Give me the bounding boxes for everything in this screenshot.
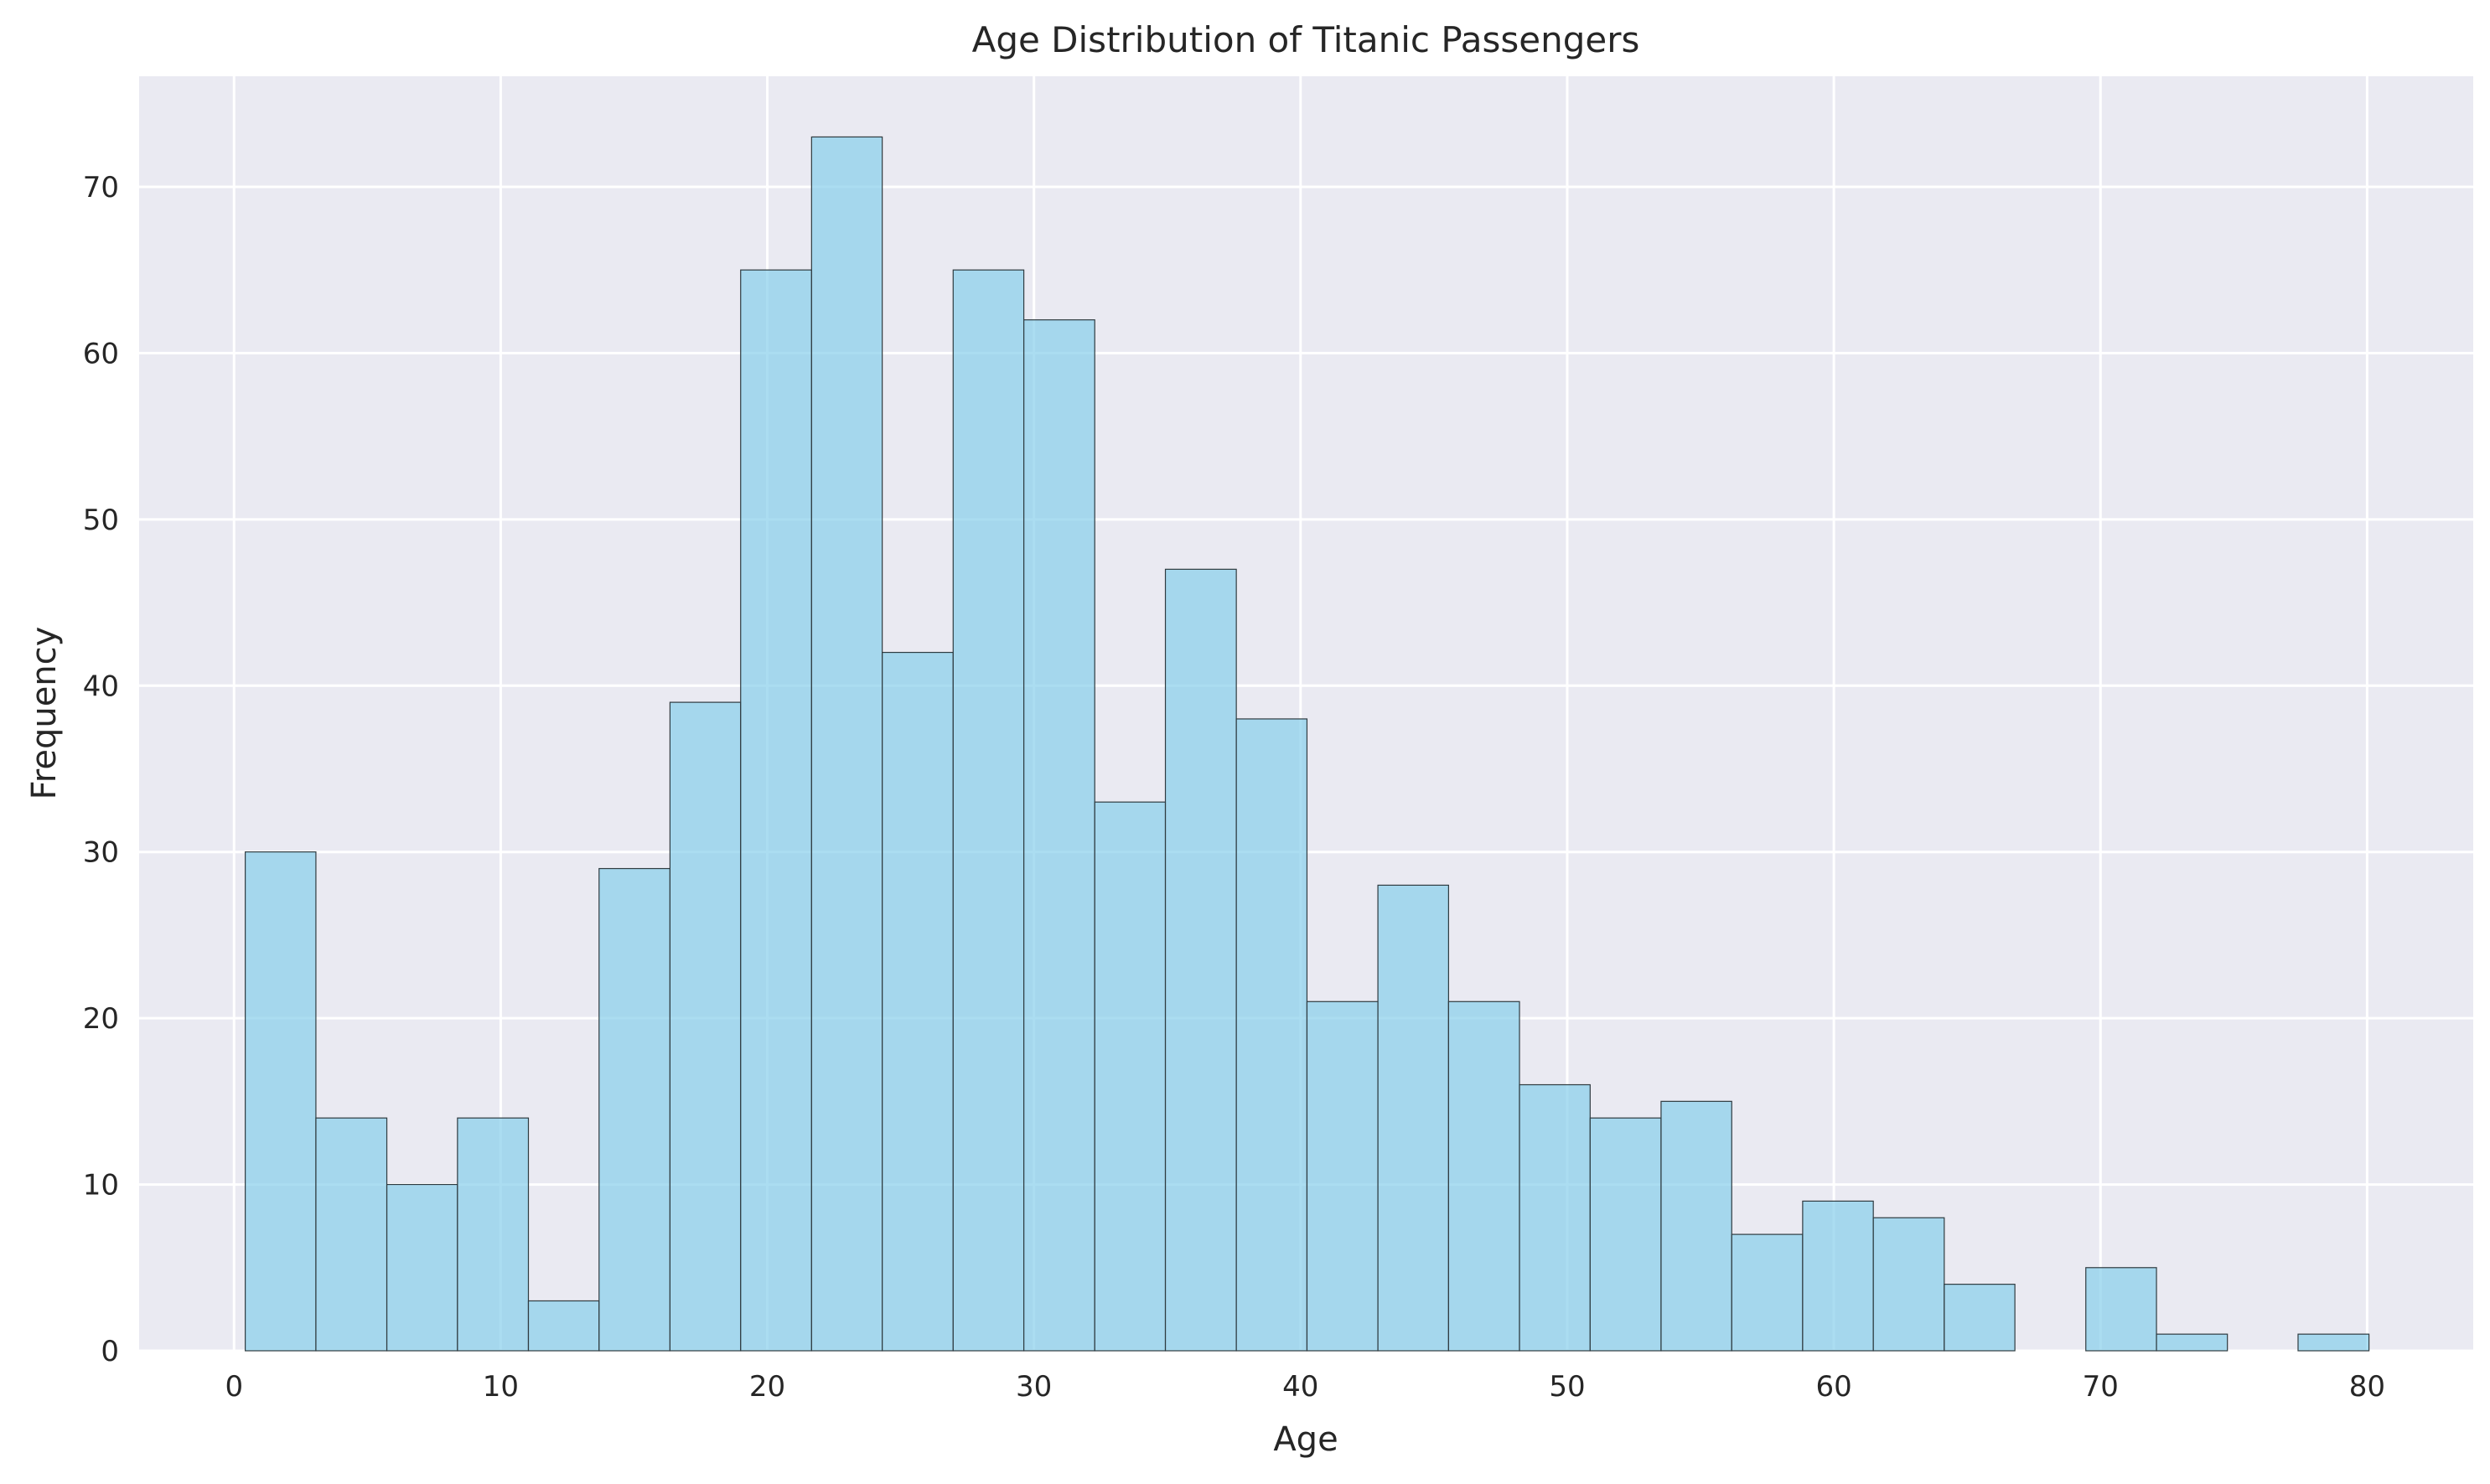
y-tick-label: 10 [83,1169,119,1202]
histogram-bar [1944,1284,2016,1352]
x-tick-label: 10 [483,1370,519,1404]
histogram-bar [527,1300,600,1352]
x-tick-label: 20 [749,1370,785,1404]
x-tick-label: 0 [225,1370,243,1404]
y-tick-label: 60 [83,337,119,370]
chart-title: Age Distribution of Titanic Passengers [972,19,1640,60]
bar-series [245,136,2370,1352]
histogram-bar [1731,1233,1804,1352]
histogram-bar [1447,1001,1520,1352]
histogram-bar [1094,801,1167,1352]
y-tick-label: 20 [83,1002,119,1036]
histogram-bar [457,1117,530,1352]
histogram-bar [245,851,317,1352]
histogram-bar [882,651,954,1352]
y-axis-label: Frequency [25,627,64,800]
histogram-bar [1306,1001,1379,1352]
x-tick-label: 30 [1016,1370,1052,1404]
histogram-bar [1589,1117,1662,1352]
histogram-bar [1872,1217,1945,1352]
histogram-bar [1164,568,1237,1352]
histogram-bar [952,269,1025,1352]
histogram-bar [598,867,671,1352]
histogram-bar [386,1183,458,1352]
histogram-bar [1802,1200,1874,1352]
histogram-bar [2297,1333,2370,1352]
y-tick-label: 70 [83,171,119,204]
histogram-bar [1022,319,1095,1352]
y-tick-label: 30 [83,836,119,870]
histogram-bar [810,136,883,1352]
histogram-bar [1660,1100,1732,1352]
x-tick-label: 60 [1815,1370,1851,1404]
y-tick-label: 50 [83,504,119,537]
histogram-bar [669,701,742,1352]
x-tick-label: 80 [2349,1370,2385,1404]
histogram-bar [2085,1267,2157,1352]
histogram-bar [1377,884,1449,1352]
histogram-bar [740,269,812,1352]
histogram-bar [1235,718,1308,1352]
y-tick-label: 0 [101,1335,119,1368]
x-tick-label: 70 [2083,1370,2119,1404]
x-axis-label: Age [1273,1420,1338,1459]
histogram-bar [1519,1083,1591,1352]
histogram-bar [315,1117,388,1352]
histogram-bar [2156,1333,2229,1352]
x-tick-label: 40 [1282,1370,1318,1404]
y-tick-label: 40 [83,670,119,703]
x-tick-label: 50 [1549,1370,1585,1404]
tick-labels: 0 10 20 30 40 50 60 70 80 0 10 20 30 40 50 60 70 [83,171,2385,1404]
